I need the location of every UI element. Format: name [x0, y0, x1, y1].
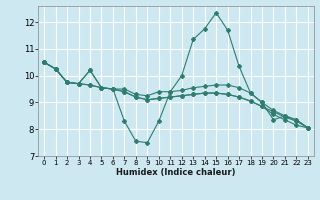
X-axis label: Humidex (Indice chaleur): Humidex (Indice chaleur) [116, 168, 236, 177]
